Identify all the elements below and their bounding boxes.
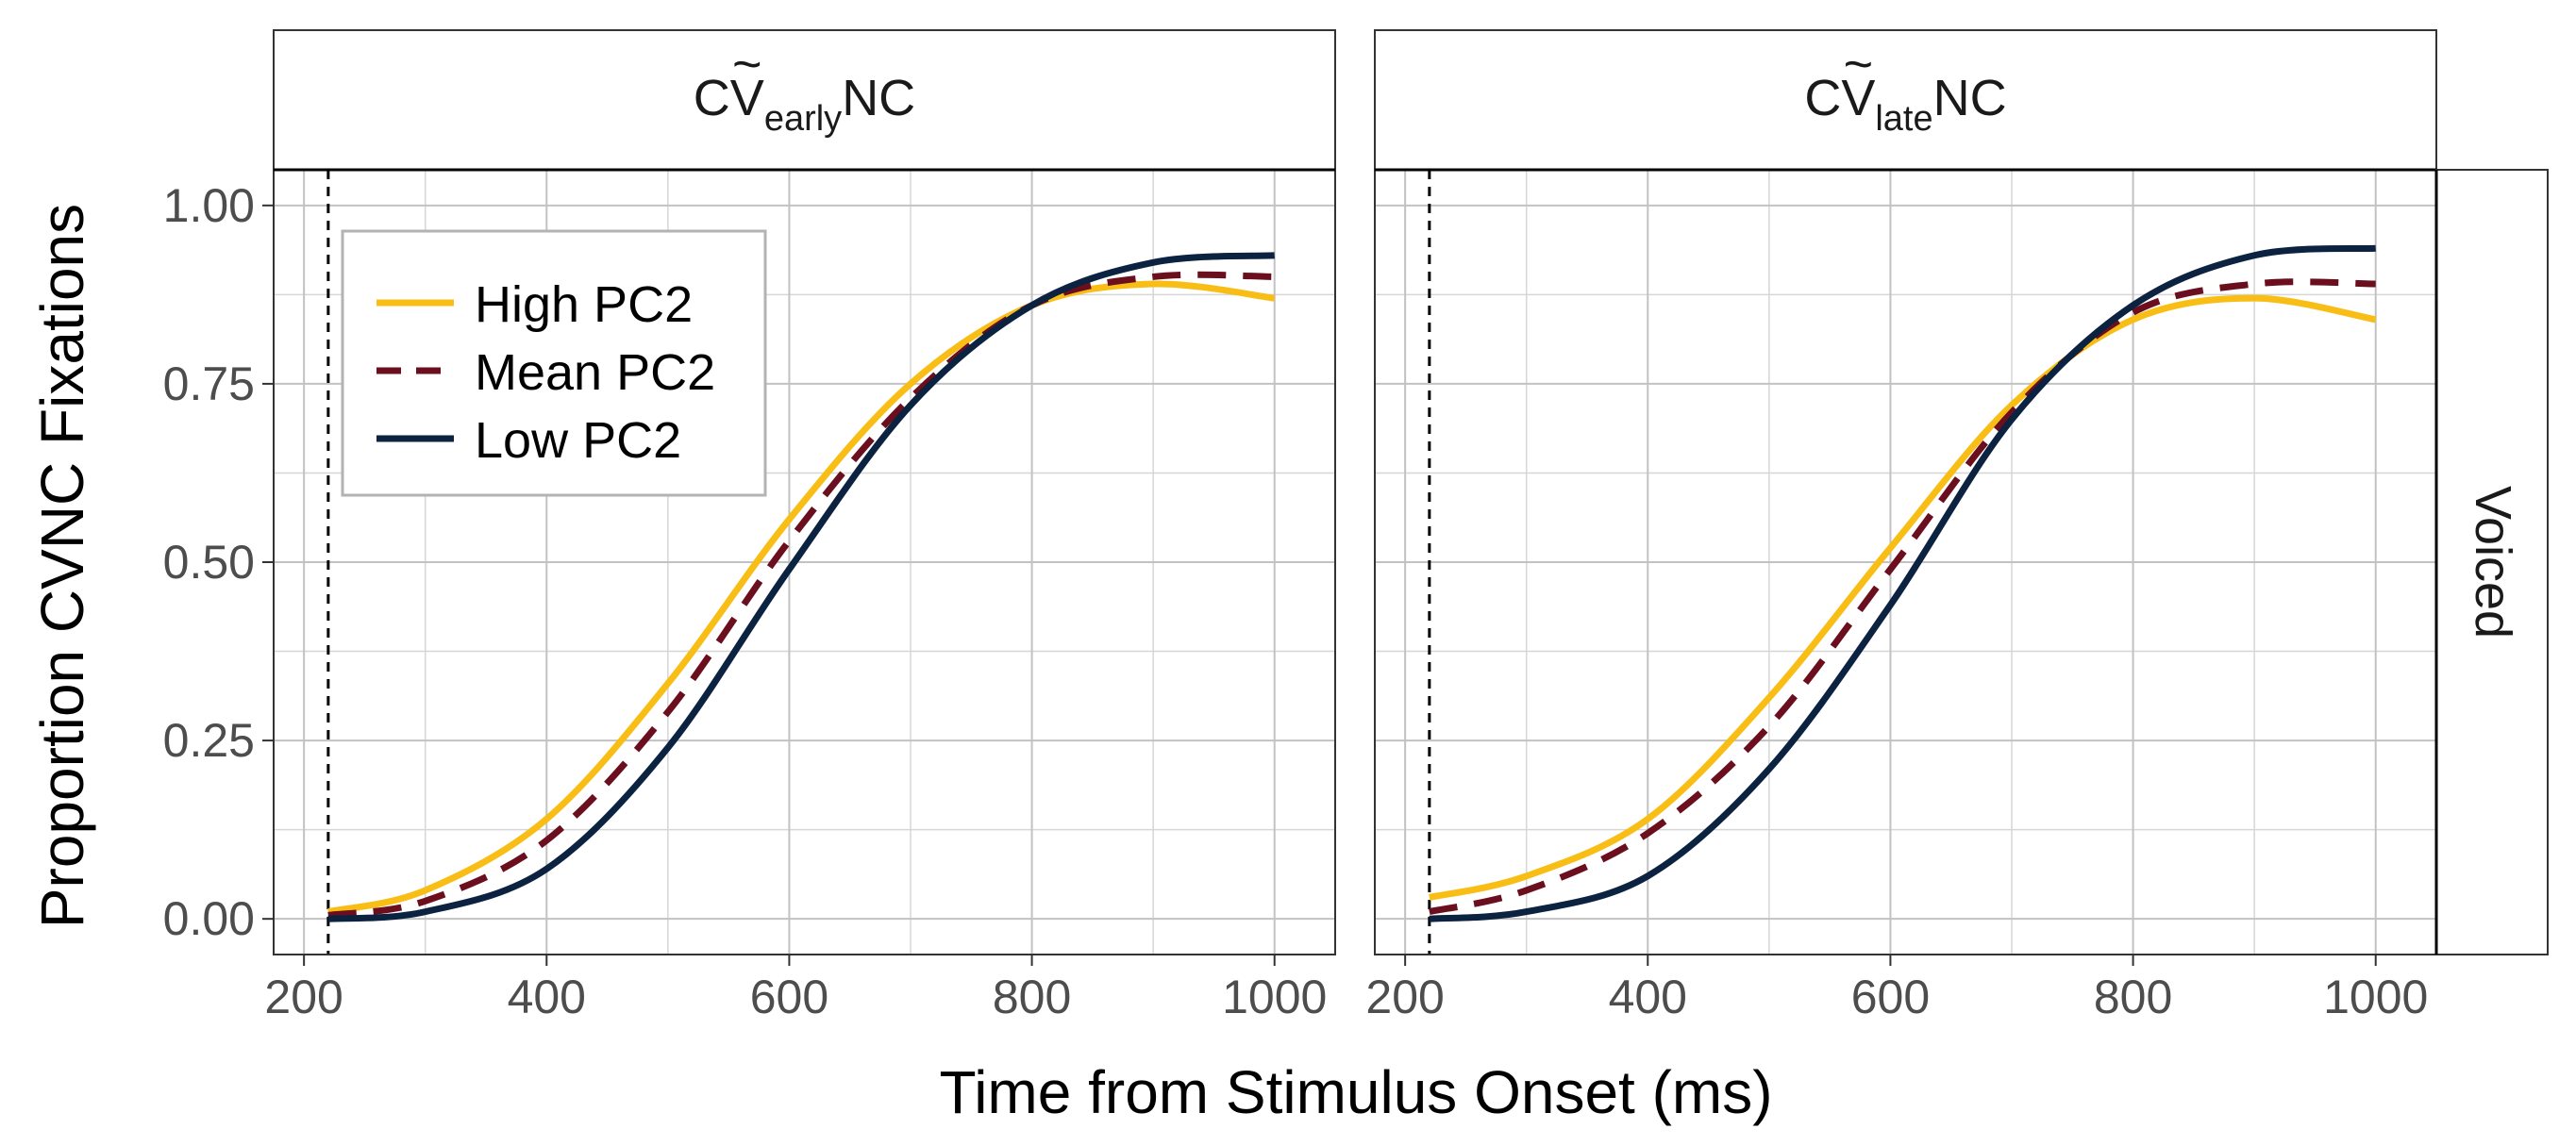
series-line-high-pc2 — [1429, 294, 2377, 901]
x-tick-label: 400 — [508, 971, 586, 1023]
y-tick-label: 0.50 — [163, 536, 255, 589]
row-strip-label: Voiced — [2465, 486, 2521, 639]
x-tick-label: 200 — [264, 971, 343, 1023]
y-tick-label: 0.00 — [163, 892, 255, 945]
panel-strip — [1374, 29, 2437, 171]
legend-box — [341, 229, 767, 497]
series-line-mean-pc2 — [1429, 278, 2376, 916]
x-tick-label: 1000 — [2323, 971, 2428, 1023]
strip-tilde: ~ — [1844, 36, 1874, 92]
y-tick-label: 1.00 — [163, 179, 255, 232]
y-tick-label: 0.75 — [163, 357, 255, 410]
series-line-low-pc2 — [327, 252, 1275, 922]
series-line-low-pc2 — [1429, 244, 2376, 922]
x-tick-label: 800 — [993, 971, 1071, 1023]
panel-2: CVlateNC~200 400 600 800 1000 — [1365, 29, 2437, 1023]
x-tick-label: 1000 — [1222, 971, 1327, 1023]
x-tick-label: 600 — [1851, 971, 1930, 1023]
panel-1: CVearlyNC~200 400 600 800 1000 — [264, 29, 1336, 1023]
strip-label: CVearlyNC — [694, 70, 915, 139]
series-line-mean-pc2 — [327, 271, 1275, 919]
x-axis-title: Time from Stimulus Onset (ms) — [939, 1058, 1772, 1126]
legend-label: Low PC2 — [475, 412, 681, 469]
row-strip — [2435, 169, 2549, 955]
y-axis-title: Proportion CVNC Fixations — [28, 204, 96, 928]
strip-label: CVlateNC — [1804, 70, 2006, 139]
x-tick-label: 800 — [2094, 971, 2172, 1023]
series-line-high-pc2 — [327, 280, 1276, 916]
x-tick-label: 200 — [1365, 971, 1444, 1023]
x-tick-label: 600 — [750, 971, 828, 1023]
legend: High PC2 Mean PC2 Low PC2 — [341, 229, 767, 497]
strip-tilde: ~ — [732, 36, 762, 92]
panel-strip — [273, 29, 1336, 171]
legend-label: High PC2 — [475, 276, 693, 333]
x-tick-label: 400 — [1609, 971, 1687, 1023]
y-tick-label: 0.25 — [163, 714, 255, 767]
legend-label: Mean PC2 — [475, 344, 715, 401]
